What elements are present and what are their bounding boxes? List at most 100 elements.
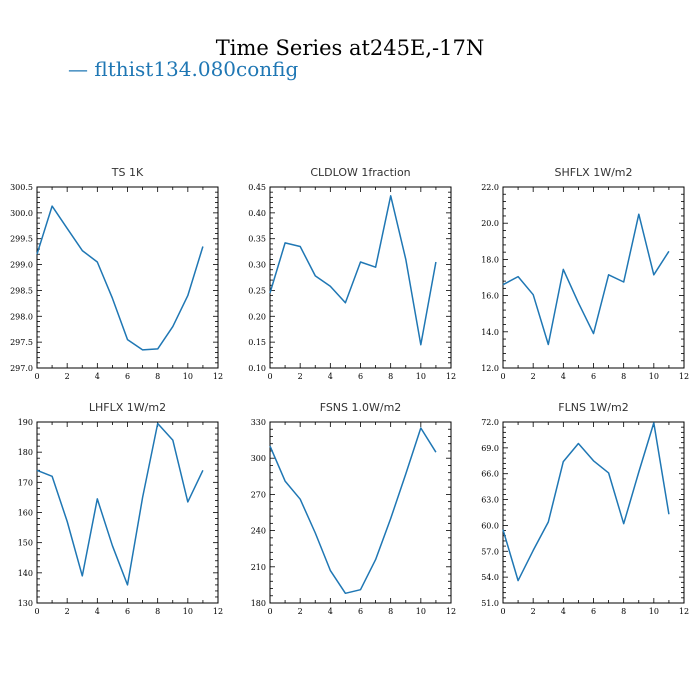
panel-grid: TS 1K 0 2 4 6 8 10 12 297.0 297.5 298.0 298.5 299.0 2… (10, 166, 689, 616)
x-tick-label: 2 (298, 607, 303, 616)
y-tick-label: 57.0 (481, 547, 499, 556)
panel-title: FLNS 1W/m2 (558, 401, 628, 414)
x-tick-label: 8 (155, 607, 160, 616)
panel-title: FSNS 1.0W/m2 (320, 401, 402, 414)
y-tick-label: 170 (18, 478, 33, 487)
y-tick-label: 16.0 (481, 292, 499, 301)
x-tick-label: 4 (95, 372, 100, 381)
x-tick-label: 6 (591, 372, 596, 381)
x-tick-label: 4 (95, 607, 100, 616)
x-tick-label: 2 (531, 372, 536, 381)
y-tick-label: 297.5 (10, 338, 33, 347)
x-tick-label: 2 (531, 607, 536, 616)
chart-panel: TS 1K 0 2 4 6 8 10 12 297.0 297.5 298.0 298.5 299.0 2… (10, 166, 223, 381)
x-tick-label: 10 (649, 607, 659, 616)
x-tick-label: 0 (34, 372, 39, 381)
y-tick-label: 299.0 (10, 261, 33, 270)
y-tick-label: 300.5 (10, 183, 33, 192)
chart-panel: LHFLX 1W/m2 0 2 4 6 8 10 12 130 140 150 160 170 180 19… (18, 401, 223, 616)
x-tick-label: 12 (679, 372, 689, 381)
x-tick-label: 10 (416, 607, 426, 616)
y-tick-label: 0.25 (248, 286, 266, 295)
x-tick-label: 4 (328, 372, 333, 381)
x-tick-label: 4 (561, 372, 566, 381)
series-line (502, 213, 670, 346)
panel-title: SHFLX 1W/m2 (554, 166, 632, 179)
y-tick-label: 297.0 (10, 364, 33, 373)
x-tick-label: 0 (267, 372, 272, 381)
y-tick-label: 270 (251, 490, 266, 499)
x-tick-label: 0 (500, 372, 505, 381)
figure-title: Time Series at245E,-17N (216, 36, 484, 60)
x-tick-label: 8 (621, 607, 626, 616)
plot-frame (36, 186, 219, 369)
series-line (36, 205, 204, 351)
y-tick-label: 210 (251, 563, 266, 572)
x-tick-label: 4 (561, 607, 566, 616)
y-tick-label: 300.0 (10, 209, 33, 218)
y-tick-label: 298.0 (10, 312, 33, 321)
x-tick-label: 2 (65, 607, 70, 616)
y-tick-label: 190 (18, 418, 33, 427)
y-tick-label: 0.35 (248, 235, 266, 244)
y-tick-label: 0.20 (248, 312, 266, 321)
y-tick-label: 54.0 (481, 573, 499, 582)
plot-frame (269, 186, 452, 369)
x-tick-label: 6 (125, 372, 130, 381)
y-tick-label: 14.0 (481, 328, 499, 337)
x-tick-label: 6 (125, 607, 130, 616)
chart-panel: FSNS 1.0W/m2 0 2 4 6 8 10 12 180 210 240 270 300 330 (251, 401, 456, 616)
legend-entry: — flthist134.080config (68, 57, 298, 81)
x-tick-label: 0 (500, 607, 505, 616)
x-tick-label: 6 (358, 372, 363, 381)
plot-frame (502, 421, 685, 604)
y-tick-label: 298.5 (10, 286, 33, 295)
y-tick-label: 0.40 (248, 209, 266, 218)
series-line (502, 422, 670, 582)
y-tick-label: 130 (18, 599, 33, 608)
y-tick-label: 180 (251, 599, 266, 608)
series-line (36, 422, 204, 586)
y-tick-label: 22.0 (481, 183, 499, 192)
y-tick-label: 18.0 (481, 255, 499, 264)
x-tick-label: 6 (358, 607, 363, 616)
x-tick-label: 8 (388, 372, 393, 381)
x-tick-label: 12 (213, 372, 223, 381)
chart-panel: SHFLX 1W/m2 0 2 4 6 8 10 12 12.0 14.0 16.0 18.0 20.0… (481, 166, 689, 381)
y-tick-label: 0.45 (248, 183, 266, 192)
x-tick-label: 12 (213, 607, 223, 616)
y-tick-label: 330 (251, 418, 266, 427)
x-tick-label: 10 (183, 372, 193, 381)
y-tick-label: 20.0 (481, 219, 499, 228)
x-tick-label: 8 (155, 372, 160, 381)
y-tick-label: 180 (18, 448, 33, 457)
y-tick-label: 0.30 (248, 261, 266, 270)
y-tick-label: 51.0 (481, 599, 499, 608)
panel-title: TS 1K (111, 166, 144, 179)
x-tick-label: 0 (34, 607, 39, 616)
y-tick-label: 69.0 (481, 444, 499, 453)
x-tick-label: 10 (183, 607, 193, 616)
panel-title: CLDLOW 1fraction (310, 166, 410, 179)
y-tick-label: 0.15 (248, 338, 266, 347)
y-tick-label: 12.0 (481, 364, 499, 373)
y-tick-label: 299.5 (10, 235, 33, 244)
x-tick-label: 2 (65, 372, 70, 381)
y-tick-label: 60.0 (481, 521, 499, 530)
y-tick-label: 300 (251, 454, 266, 463)
x-tick-label: 8 (621, 372, 626, 381)
series-line (269, 195, 437, 346)
y-tick-label: 150 (18, 539, 33, 548)
chart-panel: FLNS 1W/m2 0 2 4 6 8 10 12 51.0 54.0 57.0 60.0 63.0 6… (481, 401, 689, 616)
x-tick-label: 2 (298, 372, 303, 381)
x-tick-label: 6 (591, 607, 596, 616)
y-tick-label: 140 (18, 569, 33, 578)
x-tick-label: 10 (649, 372, 659, 381)
series-line (269, 427, 437, 595)
plot-frame (269, 421, 452, 604)
y-tick-label: 66.0 (481, 470, 499, 479)
x-tick-label: 4 (328, 607, 333, 616)
x-tick-label: 8 (388, 607, 393, 616)
plot-frame (502, 186, 685, 369)
